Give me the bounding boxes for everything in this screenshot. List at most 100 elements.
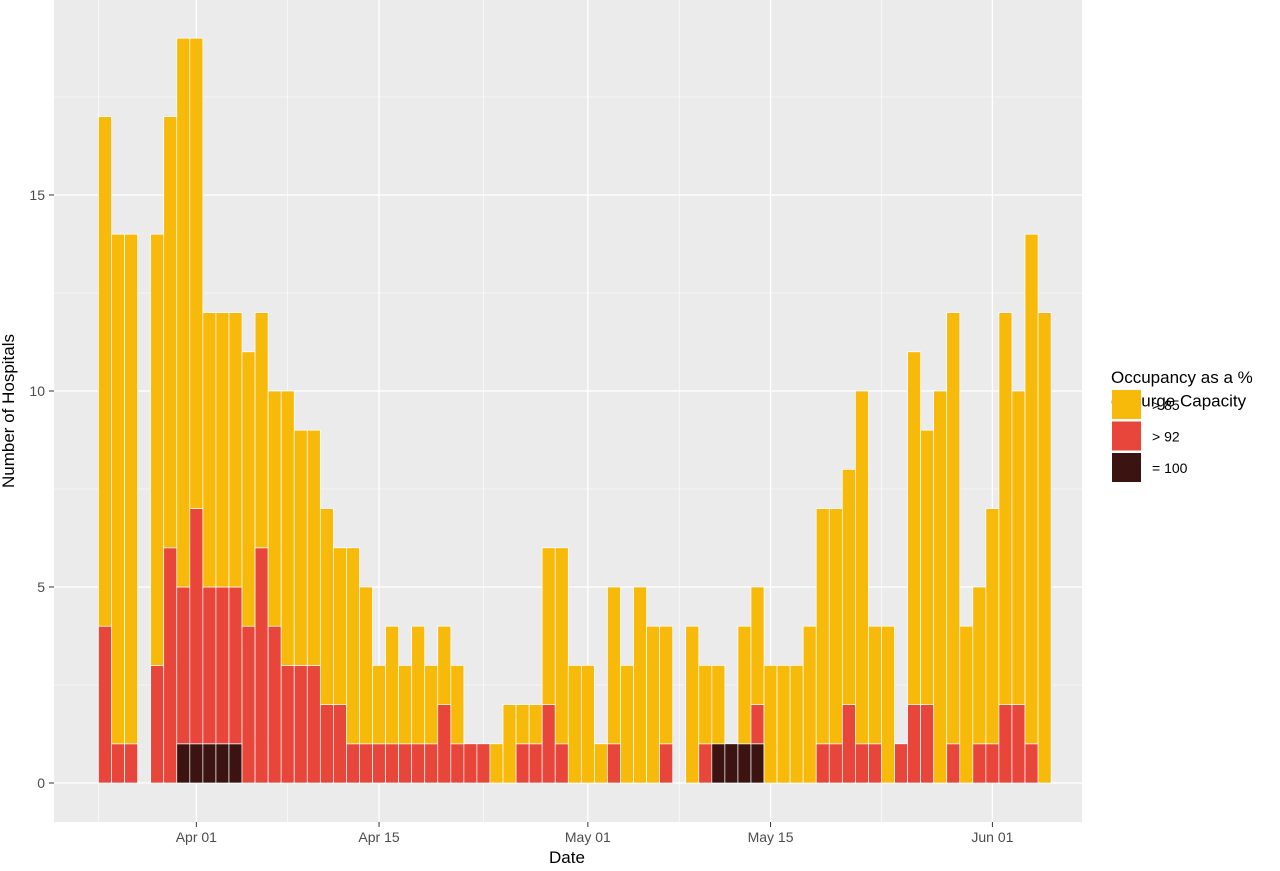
- bar-segment: [946, 743, 961, 784]
- legend-swatch: [1112, 421, 1141, 451]
- bar-segment: [972, 743, 987, 784]
- bar-segment: [385, 625, 399, 745]
- bar-segment: [424, 743, 439, 784]
- x-axis-label: Date: [549, 848, 585, 866]
- bar-segment: [254, 547, 269, 784]
- bar-segment: [411, 625, 426, 745]
- bar-segment: [685, 625, 700, 784]
- bar-segment: [502, 704, 517, 784]
- x-axis: Apr 01 Apr 15 May 01 May 15 Jun 01: [176, 822, 1014, 845]
- bar-segment: [646, 625, 660, 784]
- bar-segment: [711, 665, 726, 745]
- bar-segment: [933, 390, 948, 784]
- bar-segment: [202, 312, 217, 588]
- bar-segment: [828, 743, 843, 784]
- bar-segment: [1024, 233, 1039, 745]
- bar-segment: [815, 508, 830, 745]
- bar-segment: [489, 743, 504, 784]
- bar-segment: [594, 743, 608, 784]
- bar-segment: [711, 743, 726, 784]
- x-tick-label: Apr 01: [176, 829, 217, 845]
- bar-segment: [176, 37, 191, 588]
- legend-label: > 85: [1152, 397, 1180, 413]
- bar-segment: [215, 586, 230, 745]
- y-tick-label: 5: [37, 579, 45, 595]
- bar-segment: [737, 625, 752, 745]
- bar-segment: [659, 743, 674, 784]
- bar-segment: [398, 743, 413, 784]
- bar-segment: [868, 625, 882, 745]
- bar-segment: [319, 508, 334, 705]
- bar-segment: [907, 704, 921, 784]
- bar-segment: [959, 625, 974, 784]
- bar-segment: [346, 547, 360, 745]
- bar-segment: [750, 586, 765, 705]
- bar-segment: [293, 429, 308, 666]
- bar-segment: [920, 429, 935, 705]
- bar-segment: [124, 233, 138, 745]
- bar-segment: [254, 312, 269, 549]
- bar-segment: [202, 743, 217, 784]
- bar-segment: [1037, 312, 1052, 784]
- bar-segment: [1011, 704, 1026, 784]
- bar-segment: [515, 704, 530, 745]
- bar-segment: [463, 743, 478, 784]
- bar-segment: [580, 665, 595, 784]
- bar-segment: [163, 116, 178, 549]
- y-tick-label: 15: [29, 187, 45, 203]
- bar-segment: [189, 508, 204, 745]
- bar-segment: [111, 233, 125, 745]
- bar-segment: [150, 233, 165, 666]
- bar-segment: [228, 743, 243, 784]
- bar-segment: [176, 743, 191, 784]
- bar-segment: [815, 743, 830, 784]
- bar-segment: [541, 547, 556, 705]
- bar-segment: [659, 625, 674, 745]
- bar-segment: [985, 508, 1000, 745]
- bar-segment: [763, 665, 778, 784]
- y-tick-label: 0: [37, 775, 45, 791]
- bar-segment: [528, 743, 543, 784]
- bar-segment: [698, 743, 713, 784]
- bar-segment: [202, 586, 217, 745]
- bar-segment: [372, 665, 386, 745]
- bar-segment: [163, 547, 178, 784]
- bar-segment: [280, 390, 295, 666]
- bar-segment: [855, 390, 869, 745]
- bar-segment: [437, 704, 452, 784]
- bar-segment: [828, 508, 843, 745]
- bar-segment: [306, 429, 321, 666]
- bar-segment: [698, 665, 713, 745]
- bar-segment: [633, 586, 647, 784]
- bar-segment: [176, 586, 191, 745]
- bar-segment: [946, 312, 961, 745]
- bar-segment: [985, 743, 1000, 784]
- bar-segment: [228, 312, 243, 588]
- bar-segment: [920, 704, 935, 784]
- bar-segment: [385, 743, 399, 784]
- x-tick-label: May 01: [565, 829, 611, 845]
- y-tick-label: 10: [29, 383, 45, 399]
- bar-segment: [528, 704, 543, 745]
- legend: Occupancy as a % of Surge Capacity > 85>…: [1111, 368, 1253, 482]
- bar-segment: [215, 312, 230, 588]
- bar-segment: [620, 665, 634, 784]
- minor-gridlines: [54, 0, 1091, 822]
- bar-segment: [346, 743, 360, 784]
- bar-segment: [972, 586, 987, 745]
- legend-items: > 85 > 92 = 100: [1112, 390, 1188, 482]
- bar-segment: [189, 743, 204, 784]
- bar-segment: [750, 743, 765, 784]
- bars-layer: [98, 37, 1052, 784]
- bar-segment: [189, 37, 204, 509]
- bar-segment: [841, 469, 856, 705]
- bar-segment: [267, 390, 282, 627]
- bar-segment: [998, 312, 1013, 705]
- bar-segment: [306, 665, 321, 784]
- bar-segment: [228, 586, 243, 745]
- bar-segment: [150, 665, 165, 784]
- bar-segment: [567, 665, 582, 784]
- bar-segment: [267, 625, 282, 784]
- bar-segment: [398, 665, 413, 745]
